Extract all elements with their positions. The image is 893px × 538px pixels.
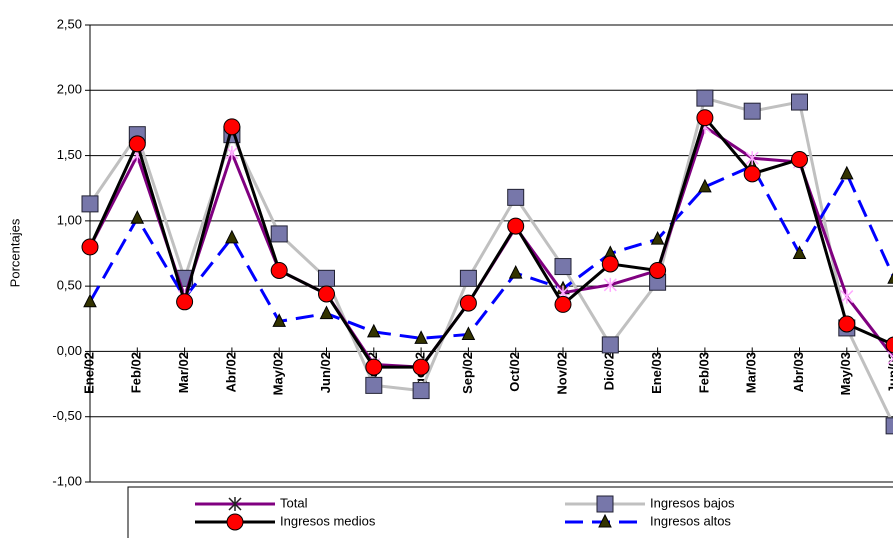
marker <box>601 255 619 273</box>
plot-area <box>89 24 893 483</box>
line <box>88 164 893 340</box>
legend-box <box>127 486 893 538</box>
marker <box>792 245 807 259</box>
marker <box>223 118 241 136</box>
marker <box>412 382 430 400</box>
marker <box>649 261 667 279</box>
marker <box>366 323 381 338</box>
marker <box>270 261 288 279</box>
marker <box>840 289 854 304</box>
marker <box>318 269 335 287</box>
series <box>81 109 893 376</box>
marker <box>885 336 893 354</box>
legend-label: Ingresos bajos <box>650 495 735 510</box>
marker <box>130 210 145 224</box>
marker <box>81 195 99 213</box>
x-tick-label: Sep/02 <box>460 352 475 394</box>
marker <box>791 150 808 168</box>
x-tick-label: Dic/02 <box>602 352 617 390</box>
marker <box>365 376 383 394</box>
marker <box>698 178 712 193</box>
marker <box>554 295 572 313</box>
y-tick-label: 1,00 <box>57 212 82 227</box>
marker <box>83 293 97 308</box>
y-tick-label: -0,50 <box>52 408 82 423</box>
marker <box>318 285 335 303</box>
y-tick-label: 0,00 <box>57 343 82 358</box>
x-tick-label: May/02 <box>271 352 286 395</box>
marker <box>601 336 619 354</box>
legend-marker <box>226 513 244 531</box>
marker <box>696 89 714 107</box>
y-axis-label: Porcentajes <box>7 218 22 287</box>
legend: Total Ingresos bajos Ingresos medios Ingres… <box>127 486 893 538</box>
x-tick-label: Feb/02 <box>129 352 144 393</box>
x-tick-label: Oct/02 <box>507 352 522 392</box>
legend-marker <box>228 497 242 511</box>
marker <box>650 231 665 245</box>
x-tick-label: Jun/03 <box>886 352 893 393</box>
marker <box>507 188 525 206</box>
legend-marker <box>598 513 612 528</box>
y-tick-label: 1,50 <box>57 147 82 162</box>
marker <box>270 225 288 243</box>
marker <box>507 217 525 235</box>
y-tick-label: 2,00 <box>57 82 82 97</box>
marker <box>272 313 287 327</box>
x-tick-label: Nov/02 <box>554 352 569 395</box>
marker <box>412 358 430 376</box>
legend-label: Total <box>280 495 308 510</box>
x-tick-label: May/03 <box>838 352 853 395</box>
legend-label: Ingresos altos <box>650 513 731 528</box>
marker <box>743 102 761 120</box>
legend-label: Ingresos medios <box>280 513 376 528</box>
marker <box>508 264 523 279</box>
y-tick-label: 0,50 <box>57 278 82 293</box>
y-tick-label: 2,50 <box>57 16 82 31</box>
x-tick-label: Feb/03 <box>696 352 711 393</box>
marker <box>838 315 856 333</box>
marker <box>365 358 383 376</box>
marker <box>319 305 334 320</box>
marker <box>839 165 854 180</box>
marker <box>459 269 477 287</box>
marker <box>554 258 572 276</box>
marker <box>176 293 194 311</box>
marker <box>696 109 714 127</box>
marker <box>414 330 428 344</box>
x-tick-label: Mar/02 <box>176 352 191 393</box>
marker <box>225 145 239 160</box>
x-tick-label: Jun/02 <box>318 352 333 393</box>
y-tick-label: -1,00 <box>52 473 82 488</box>
marker <box>745 151 759 166</box>
marker <box>225 229 239 244</box>
marker <box>791 93 808 111</box>
marker <box>81 238 99 256</box>
x-tick-label: Mar/03 <box>744 352 759 393</box>
marker <box>743 165 761 183</box>
marker <box>885 417 893 435</box>
x-tick-label: Ene/03 <box>649 352 664 394</box>
x-tick-label: Abr/02 <box>223 352 238 392</box>
marker <box>461 326 476 340</box>
x-tick-label: Ene/02 <box>81 352 96 394</box>
marker <box>459 294 477 312</box>
marker <box>887 272 893 284</box>
marker <box>603 277 617 292</box>
marker <box>128 135 146 153</box>
legend-marker <box>596 495 614 513</box>
x-tick-label: Abr/03 <box>791 352 806 392</box>
marker <box>887 351 893 365</box>
